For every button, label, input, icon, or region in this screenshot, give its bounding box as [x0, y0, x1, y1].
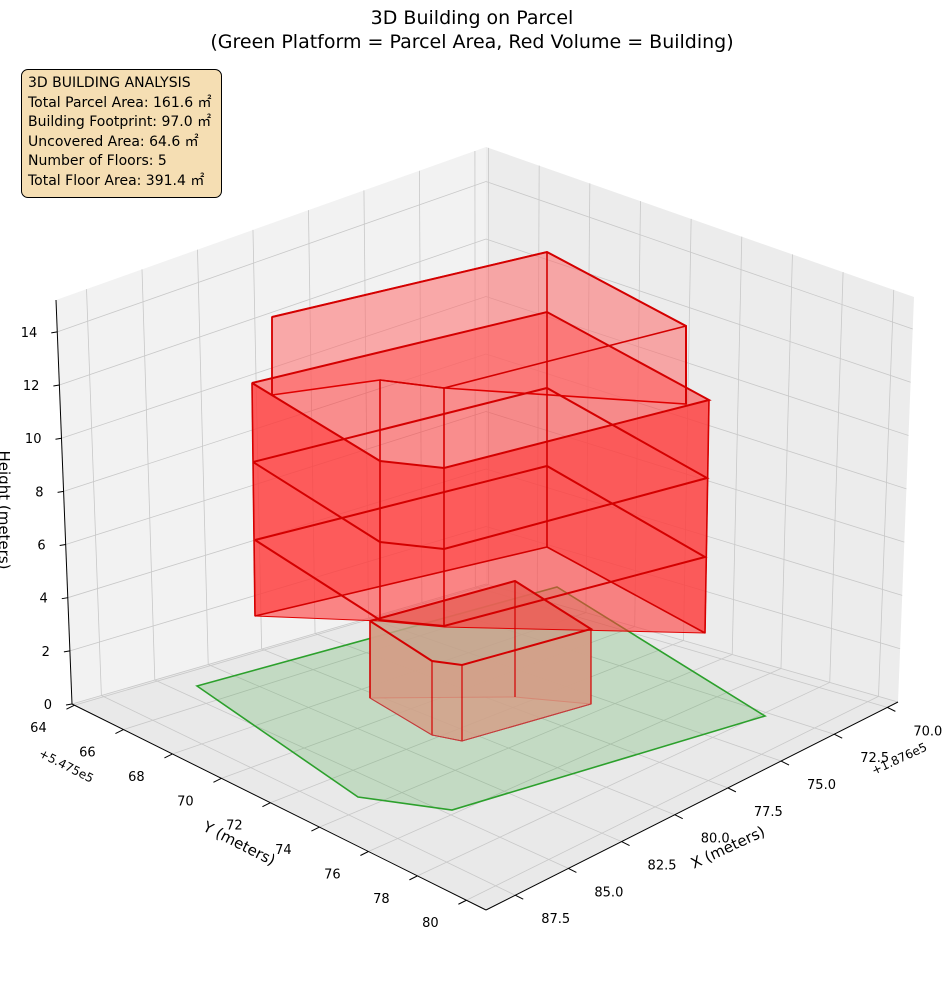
x-tick-label: 87.5: [541, 912, 570, 927]
y-gridline: [417, 682, 830, 877]
z-tick: [63, 650, 70, 653]
z-gridline: [59, 238, 911, 386]
z-tick-label: 12: [23, 379, 40, 394]
z-tick: [55, 437, 62, 440]
y-gridline: [829, 272, 844, 683]
info-total-parcel-area: Total Parcel Area: 161.6 ㎡: [28, 94, 212, 111]
x-gridline: [141, 269, 156, 681]
z-tick: [61, 597, 68, 600]
info-building-footprint: Building Footprint: 97.0 ㎡: [28, 114, 212, 130]
floor-edge: [251, 382, 256, 617]
y-tick-label: 76: [324, 867, 341, 882]
floor-outline: [252, 386, 710, 551]
y-tick: [213, 777, 222, 783]
floor-pane: [72, 584, 898, 910]
y-tick: [115, 729, 124, 735]
x-gridline: [154, 679, 569, 869]
y-axis-ticks: 64 66 68 70 72 74 76 78 80: [30, 704, 467, 931]
x-tick-label: 75.0: [807, 778, 836, 793]
y-gridline: [466, 696, 879, 901]
y-tick: [409, 875, 418, 881]
z-tick-label: 2: [42, 645, 50, 660]
z-tick-label: 8: [35, 485, 43, 500]
z-gridline: [57, 181, 913, 333]
floor-edge: [704, 399, 710, 634]
z-tick: [57, 490, 64, 493]
z-tick: [53, 384, 60, 387]
floor-outline: [251, 310, 712, 470]
x-tick: [568, 867, 577, 873]
z-tick: [51, 331, 58, 334]
x-axis-ticks: 70.0 72.5 75.0 77.5 80.0 82.5 85.0 87.5: [515, 706, 942, 927]
x-axis-label: X (meters): [688, 822, 768, 872]
y-tick-label: 74: [275, 843, 292, 858]
z-tick-label: 10: [25, 432, 42, 447]
y-tick: [360, 851, 369, 856]
y-gridline: [878, 289, 895, 697]
x-tick: [833, 733, 843, 739]
floor-edge: [369, 697, 592, 742]
chart-title-line-2: (Green Platform = Parcel Area, Red Volum…: [210, 31, 734, 53]
z-axis-ticks: 0 2 4 6 8 10 12 14: [21, 326, 73, 713]
z-axis-label: Height (meters): [0, 451, 13, 570]
chart-title: 3D Building on Parcel (Green Platform = …: [0, 6, 944, 54]
y-tick: [164, 753, 173, 759]
x-tick: [515, 894, 524, 900]
x-tick: [727, 787, 737, 793]
y-tick-label: 72: [226, 819, 243, 834]
y-gridline: [780, 254, 793, 669]
x-tick: [780, 760, 790, 766]
y-tick-label: 66: [79, 746, 96, 761]
y-tick-label: 70: [177, 794, 194, 809]
building-volume: [251, 250, 712, 742]
y-gridline: [731, 236, 743, 655]
z-tick-label: 0: [44, 698, 52, 713]
info-number-of-floors: Number of Floors: 5: [28, 153, 167, 169]
analysis-info-box: 3D BUILDING ANALYSIS Total Parcel Area: …: [21, 69, 222, 198]
x-gridline: [208, 664, 622, 842]
floor-outline: [369, 579, 594, 667]
y-tick: [311, 826, 320, 832]
x-tick-label: 82.5: [648, 859, 677, 874]
y-tick-label: 80: [422, 916, 439, 931]
x-tick-label: 80.0: [701, 832, 730, 847]
z-axis-line: [55, 299, 73, 705]
y-tick: [458, 899, 467, 905]
x-gridline: [86, 289, 102, 696]
x-axis-line: [485, 701, 899, 911]
z-tick-label: 4: [40, 592, 48, 607]
x-tick-label: 70.0: [913, 724, 942, 739]
x-tick-label: 72.5: [860, 751, 889, 766]
building-wall: [431, 660, 463, 742]
x-tick: [674, 814, 683, 820]
floor-edge: [546, 546, 706, 634]
x-tick: [621, 841, 630, 847]
y-tick-label: 64: [30, 721, 47, 736]
z-tick: [65, 703, 73, 706]
y-tick-label: 68: [128, 770, 145, 785]
x-gridline: [197, 249, 209, 665]
z-tick: [59, 544, 66, 547]
y-tick-label: 78: [373, 892, 390, 907]
x-tick-label: 77.5: [754, 805, 783, 820]
x-tick: [887, 706, 896, 712]
z-tick-label: 14: [21, 326, 38, 341]
floor-outline: [254, 464, 708, 628]
floor-edge: [254, 546, 548, 617]
y-gridline: [368, 668, 782, 852]
chart-title-line-1: 3D Building on Parcel: [370, 7, 574, 29]
info-uncovered-area: Uncovered Area: 64.6 ㎡: [28, 133, 199, 150]
y-gridline: [319, 654, 733, 828]
x-gridline: [101, 695, 516, 896]
y-tick: [66, 704, 75, 710]
x-tick-label: 85.0: [594, 885, 623, 900]
z-tick-label: 6: [37, 539, 45, 554]
floor-edge: [379, 325, 687, 389]
info-total-floor-area: Total Floor Area: 391.4 ㎡: [28, 172, 205, 189]
floor-outline: [271, 250, 687, 404]
info-heading: 3D BUILDING ANALYSIS: [28, 75, 191, 91]
y-tick: [262, 802, 271, 808]
